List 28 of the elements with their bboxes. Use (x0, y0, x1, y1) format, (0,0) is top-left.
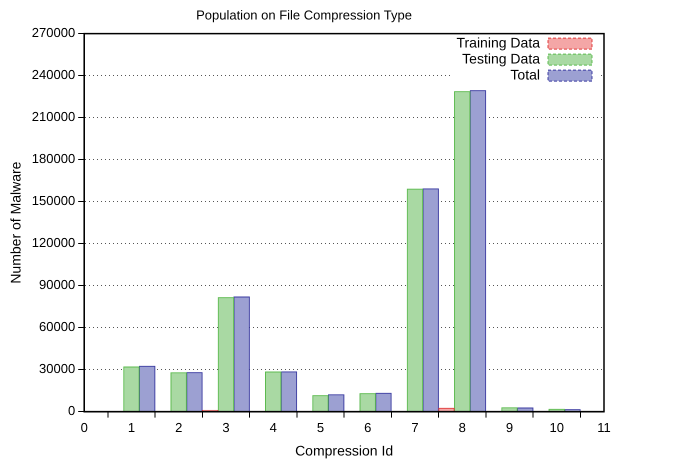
x-tick-label: 3 (222, 420, 230, 435)
legend-label: Testing Data (462, 50, 540, 66)
x-tick-label: 6 (364, 420, 372, 435)
x-tick-label: 10 (550, 420, 564, 435)
x-tick-label: 9 (506, 420, 514, 435)
y-tick-label: 150000 (32, 193, 76, 208)
x-tick-label: 7 (411, 420, 419, 435)
y-tick-label: 120000 (32, 235, 76, 250)
legend-label: Training Data (456, 34, 540, 50)
x-axis-title: Compression Id (295, 442, 394, 458)
y-tick-label: 210000 (32, 109, 76, 124)
x-tick-label: 4 (270, 420, 277, 435)
y-axis-title: Number of Malware (7, 161, 24, 284)
y-tick-label: 240000 (32, 67, 76, 82)
x-tick-label: 5 (316, 420, 324, 435)
x-tick-label: 0 (80, 420, 88, 435)
x-tick-label: 8 (458, 420, 466, 435)
x-tick-label: 11 (597, 420, 611, 435)
y-tick-label: 30000 (39, 361, 76, 376)
x-tick-label: 2 (175, 420, 182, 435)
y-tick-label: 270000 (32, 25, 76, 40)
y-tick-label: 0 (68, 403, 76, 418)
chart-title: Population on File Compression Type (196, 7, 412, 22)
legend-label: Total (510, 66, 540, 82)
x-tick-label: 1 (128, 420, 136, 435)
y-tick-label: 180000 (32, 151, 76, 166)
y-tick-label: 90000 (39, 277, 76, 292)
y-tick-label: 60000 (39, 319, 76, 334)
